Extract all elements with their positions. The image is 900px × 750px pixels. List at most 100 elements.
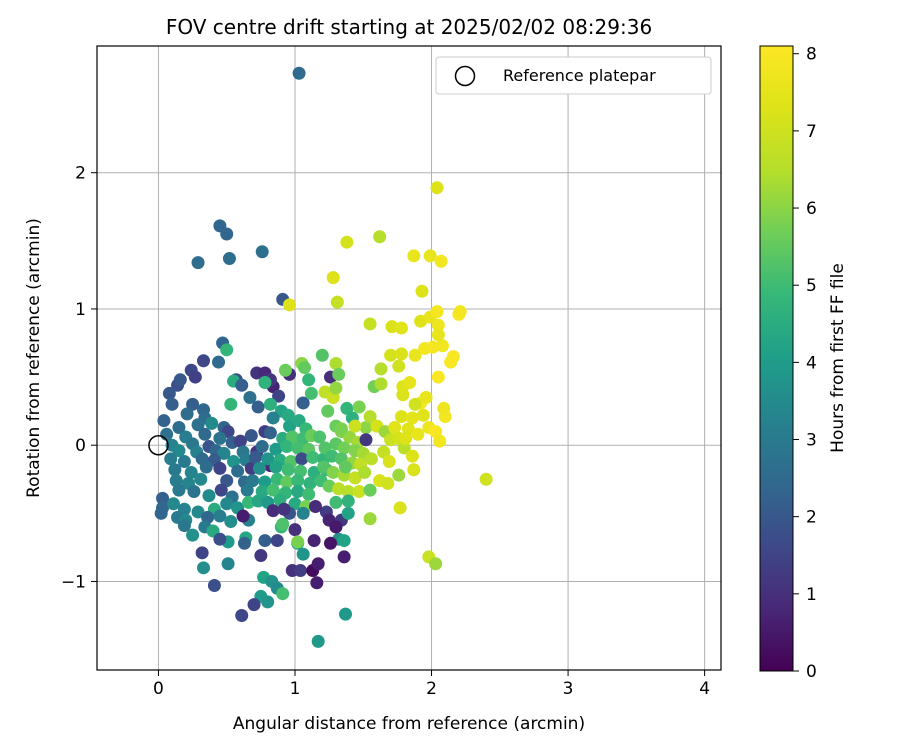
- data-point: [266, 411, 280, 425]
- data-point: [326, 271, 340, 285]
- legend-box: [435, 56, 712, 95]
- data-point: [177, 519, 191, 533]
- data-points: [154, 66, 493, 648]
- y-axis-ticks: −1 0 1 2: [61, 164, 97, 592]
- data-point: [429, 557, 443, 571]
- colorbar-label: Hours from first FF file: [828, 263, 848, 453]
- data-point: [231, 464, 245, 478]
- data-point: [304, 386, 318, 400]
- data-point: [321, 404, 335, 418]
- data-point: [302, 373, 316, 387]
- data-point: [191, 418, 205, 432]
- data-point: [252, 461, 266, 475]
- data-point: [255, 440, 269, 454]
- data-point: [339, 607, 353, 621]
- plot-area: 0 1 2 3 4 −1 0 1 2: [61, 45, 722, 699]
- data-point: [197, 354, 211, 368]
- data-point: [205, 416, 219, 430]
- y-tick-label: 1: [75, 300, 86, 320]
- data-point: [198, 427, 212, 441]
- data-point: [363, 410, 377, 424]
- y-axis-label: Rotation from reference (arcmin): [24, 218, 44, 498]
- y-tick-label: 2: [75, 164, 86, 184]
- colorbar-tick-label: 5: [806, 276, 817, 296]
- data-point: [315, 348, 329, 362]
- data-point: [340, 401, 354, 415]
- data-point: [377, 445, 391, 459]
- plot-border: [96, 45, 722, 671]
- data-point: [416, 408, 430, 422]
- data-point: [233, 434, 247, 448]
- data-point: [288, 497, 302, 511]
- data-point: [258, 534, 272, 548]
- legend: Reference platepar: [435, 56, 712, 95]
- data-point: [263, 397, 277, 411]
- data-point: [394, 410, 408, 424]
- data-point: [248, 450, 262, 464]
- data-point: [431, 328, 445, 342]
- data-point: [199, 460, 213, 474]
- data-point: [281, 463, 295, 477]
- data-point: [184, 465, 198, 479]
- data-point: [381, 476, 395, 490]
- colorbar-gradient: [759, 45, 794, 672]
- data-point: [186, 528, 200, 542]
- data-point: [217, 446, 231, 460]
- data-point: [382, 455, 396, 469]
- data-point: [329, 520, 343, 534]
- data-point: [358, 465, 372, 479]
- data-point: [430, 181, 444, 195]
- data-point: [251, 494, 265, 508]
- data-point: [317, 460, 331, 474]
- data-point: [407, 249, 421, 263]
- chart-title: FOV centre drift starting at 2025/02/02 …: [166, 15, 652, 39]
- data-point: [269, 460, 283, 474]
- data-point: [197, 561, 211, 575]
- data-point: [220, 497, 234, 511]
- colorbar-ticks: 0 1 2 3 4 5 6 7 8: [793, 45, 817, 682]
- data-point: [172, 483, 186, 497]
- data-point: [405, 449, 419, 463]
- data-point: [407, 463, 421, 477]
- data-point: [296, 506, 310, 520]
- data-point: [240, 483, 254, 497]
- x-tick-label: 4: [699, 679, 710, 699]
- data-point: [392, 359, 406, 373]
- data-point: [405, 411, 419, 425]
- colorbar: 0 1 2 3 4 5 6 7 8 Hours from first FF file: [759, 45, 848, 682]
- data-point: [307, 534, 321, 548]
- data-point: [479, 472, 493, 486]
- data-point: [288, 523, 302, 537]
- data-point: [247, 598, 261, 612]
- data-point: [258, 376, 272, 390]
- x-tick-label: 0: [153, 679, 164, 699]
- data-point: [364, 452, 378, 466]
- data-point: [302, 487, 316, 501]
- data-point: [329, 381, 343, 395]
- data-point: [224, 397, 238, 411]
- colorbar-tick-label: 8: [806, 45, 817, 65]
- data-point: [280, 440, 294, 454]
- colorbar-tick-label: 6: [806, 199, 817, 219]
- data-point: [392, 468, 406, 482]
- data-point: [164, 452, 178, 466]
- data-point: [359, 420, 373, 434]
- colorbar-tick-label: 4: [806, 353, 817, 373]
- data-point: [194, 472, 208, 486]
- data-point: [270, 534, 284, 548]
- data-point: [426, 340, 440, 354]
- data-point: [403, 376, 417, 390]
- data-point: [341, 506, 355, 520]
- data-point: [251, 400, 265, 414]
- data-point: [220, 343, 234, 357]
- data-point: [337, 534, 351, 548]
- data-point: [341, 485, 355, 499]
- data-point: [154, 506, 168, 520]
- data-point: [352, 485, 366, 499]
- y-tick-label: 0: [75, 436, 86, 456]
- plot-background: [97, 46, 721, 670]
- data-point: [310, 576, 324, 590]
- data-point: [276, 587, 290, 601]
- data-point: [263, 426, 277, 440]
